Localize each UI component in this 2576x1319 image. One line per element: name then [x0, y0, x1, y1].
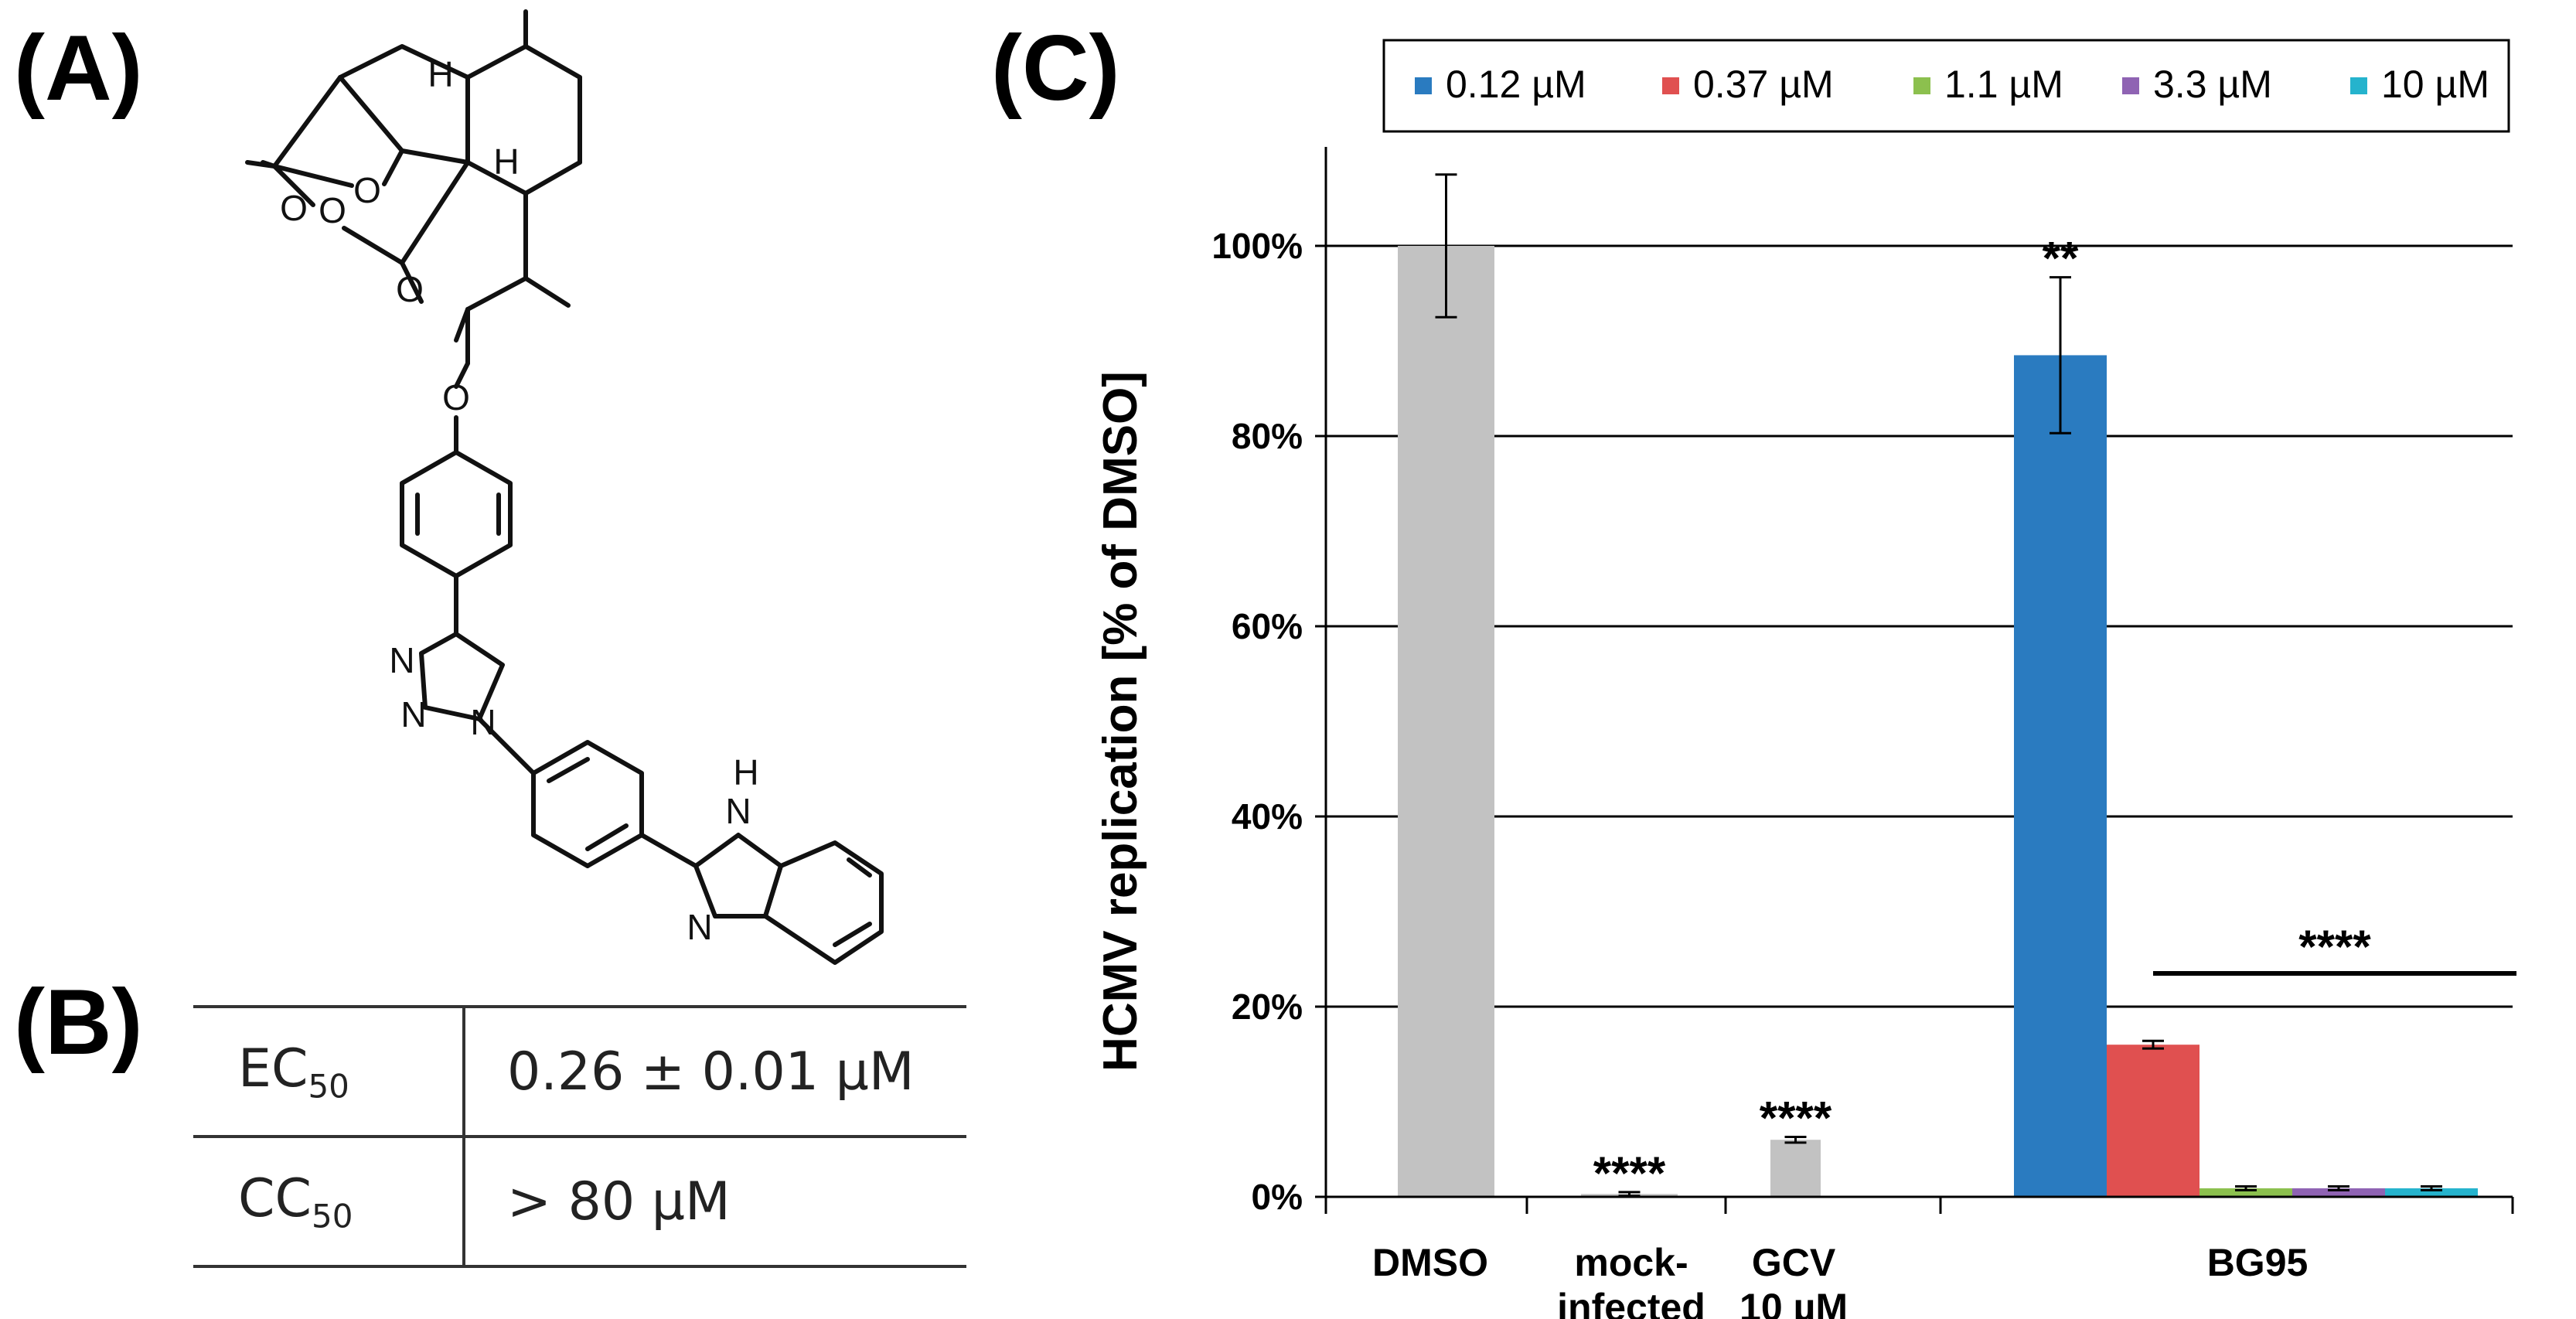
atom-label: H	[733, 752, 758, 792]
x-category-label: infected	[1557, 1286, 1705, 1319]
significance-label: **	[2043, 233, 2079, 285]
y-tick-label: 80%	[1232, 416, 1303, 456]
significance-label: ****	[1760, 1092, 1832, 1144]
atom-label: O	[396, 269, 424, 309]
atom-label: H	[493, 141, 519, 182]
table-row: CC50 > 80 µM	[195, 1135, 965, 1268]
bond-methyl	[245, 160, 277, 169]
y-tick-label: 40%	[1232, 796, 1303, 837]
table-cell-label: EC50	[195, 1005, 465, 1138]
bond	[342, 226, 404, 265]
atom-label: O	[280, 188, 308, 228]
bond-ring-top	[338, 44, 470, 153]
atom-label: O	[353, 170, 381, 210]
y-tick-label: 60%	[1232, 606, 1303, 646]
legend-swatch	[1415, 77, 1432, 94]
bond	[272, 164, 354, 188]
y-axis-label: HCMV replication [% of DMSO]	[1094, 371, 1147, 1072]
bond	[382, 148, 404, 186]
legend-swatch	[1913, 77, 1930, 94]
chart-labels: 0% 20% 40% 60% 80% 100% HCMV replication [% of…	[1094, 226, 2516, 1319]
chart-legend: 0.12 µM 0.37 µM 1.1 µM 3.3 µM 10 µM	[1382, 39, 2510, 133]
bar	[2014, 355, 2107, 1198]
atom-label: N	[687, 907, 712, 947]
y-tick-label: 0%	[1252, 1177, 1303, 1217]
bar	[2385, 1188, 2478, 1197]
bond-double	[585, 823, 629, 851]
bar	[2292, 1188, 2385, 1197]
bond	[465, 44, 528, 80]
triazole-ring	[419, 632, 505, 721]
panel-label-a: (A)	[14, 16, 143, 120]
bond	[523, 44, 582, 80]
table-row: EC50 0.26 ± 0.01 µM	[195, 1005, 965, 1138]
significance-label: ****	[1593, 1147, 1666, 1199]
bond	[639, 833, 698, 868]
bond-methyl	[523, 276, 571, 308]
x-category-label: GCV	[1752, 1241, 1836, 1284]
bond-double	[833, 922, 872, 947]
atom-label: N	[470, 702, 496, 742]
atom-label: H	[428, 54, 453, 94]
legend-label: 0.37 µM	[1693, 63, 1834, 106]
legend-swatch	[2122, 77, 2139, 94]
legend-swatch	[1662, 77, 1679, 94]
atom-label: O	[319, 190, 346, 230]
legend-box	[1382, 39, 2510, 133]
x-category-label: BG95	[2207, 1241, 2309, 1284]
bond	[477, 717, 536, 775]
ec-label: EC	[238, 1038, 308, 1099]
legend-swatch	[2350, 77, 2367, 94]
legend-label: 0.12 µM	[1446, 63, 1586, 106]
bond	[272, 164, 315, 207]
bar	[1770, 1140, 1821, 1197]
cc-label: CC	[238, 1167, 312, 1229]
table-cell-value: 0.26 ± 0.01 µM	[462, 1005, 965, 1138]
y-tick-label: 20%	[1232, 987, 1303, 1027]
bond	[465, 160, 528, 196]
bond-double	[547, 757, 590, 783]
activity-table: EC50 0.26 ± 0.01 µM CC50 > 80 µM	[193, 1005, 966, 1268]
x-category-label: mock-	[1574, 1241, 1688, 1284]
bond	[454, 361, 470, 389]
legend-label: 3.3 µM	[2153, 63, 2272, 106]
chemical-structure: O O O O O H H N N N H N N	[245, 9, 884, 965]
chart-axes	[1315, 147, 2514, 1214]
table-cell-label: CC50	[195, 1135, 465, 1268]
bar	[2107, 1045, 2199, 1197]
ec-subscript: 50	[308, 1067, 349, 1106]
bar	[2199, 1188, 2292, 1197]
bond	[400, 148, 470, 165]
chart-grid	[1326, 244, 2513, 1008]
bar	[1398, 246, 1494, 1197]
bond	[465, 276, 528, 312]
atom-label: N	[389, 640, 414, 680]
legend-label: 1.1 µM	[1944, 63, 2063, 106]
y-tick-label: 100%	[1211, 226, 1303, 266]
bond-double	[847, 857, 872, 878]
atom-label: N	[725, 791, 751, 831]
legend-label: 10 µM	[2381, 63, 2489, 106]
table-cell-value: > 80 µM	[462, 1135, 965, 1268]
panel-label-c: (C)	[991, 16, 1120, 120]
bond	[523, 160, 582, 196]
x-category-label: DMSO	[1372, 1241, 1488, 1284]
atom-label: N	[400, 694, 426, 734]
benzo-ring	[763, 840, 884, 965]
x-category-label: 10 µM	[1739, 1286, 1848, 1319]
bond	[272, 75, 342, 169]
cc-subscript: 50	[311, 1197, 353, 1235]
atom-label: O	[442, 377, 470, 418]
bond	[400, 160, 470, 265]
bracket-significance-label: ****	[2298, 921, 2371, 973]
panel-label-b: (B)	[14, 970, 143, 1074]
bond	[400, 261, 424, 304]
chart-bars	[1398, 173, 2478, 1198]
